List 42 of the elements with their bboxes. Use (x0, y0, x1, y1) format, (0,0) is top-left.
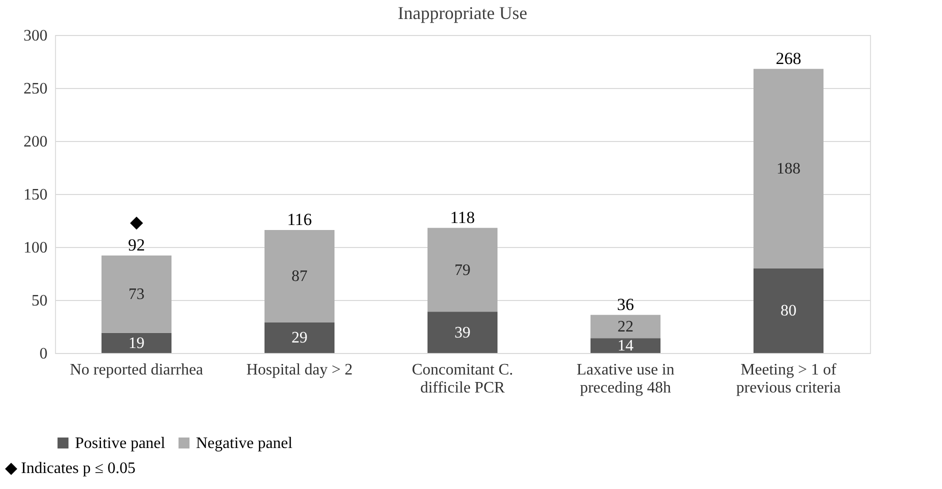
bar (264, 322, 334, 353)
y-tick-label: 100 (24, 240, 48, 256)
total-label: 118 (450, 208, 475, 227)
data-label: 39 (454, 324, 470, 342)
y-tick-label: 250 (24, 80, 48, 98)
legend-label: Positive panel (75, 435, 166, 452)
data-label: 87 (292, 268, 308, 286)
y-tick-label: 50 (32, 292, 48, 310)
data-label: 29 (292, 330, 308, 347)
bar (428, 228, 498, 312)
x-tick-label: Meeting > 1 of previous criteria (736, 362, 841, 396)
annotation: ◆ (130, 212, 144, 232)
data-label: 79 (454, 262, 470, 279)
bar (264, 230, 334, 322)
bar (590, 338, 660, 353)
y-tick-label: 0 (40, 346, 48, 362)
data-label: 19 (128, 334, 144, 352)
bar (754, 268, 824, 353)
total-label: 268 (776, 48, 802, 68)
legend-label: Negative panel (196, 435, 293, 452)
x-tick-label: Concomitant C. difficile PCR (412, 362, 514, 396)
y-tick-label: 150 (24, 186, 48, 204)
data-label: 188 (776, 160, 800, 178)
y-tick-label: 300 (24, 28, 48, 44)
x-tick-label: No reported diarrhea (70, 362, 204, 378)
bar (428, 312, 498, 353)
data-label: 80 (780, 302, 796, 320)
y-tick-label: 200 (24, 134, 48, 150)
bar (590, 314, 660, 338)
total-label: 116 (287, 210, 312, 230)
text: ◆ Indicates p ≤ 0.05 (5, 460, 136, 477)
data-label: 14 (618, 338, 634, 355)
x-tick-label: Hospital day > 2 (246, 362, 353, 378)
total-label: 92 (128, 235, 145, 254)
bar (102, 255, 172, 333)
bar (754, 68, 824, 268)
x-tick-label: Laxative use in preceding 48h (576, 362, 674, 396)
chart-title: Inappropriate Use (398, 3, 528, 23)
data-label: 22 (618, 318, 634, 336)
total-label: 36 (617, 294, 634, 314)
data-label: 73 (128, 286, 144, 304)
bar (102, 332, 172, 353)
